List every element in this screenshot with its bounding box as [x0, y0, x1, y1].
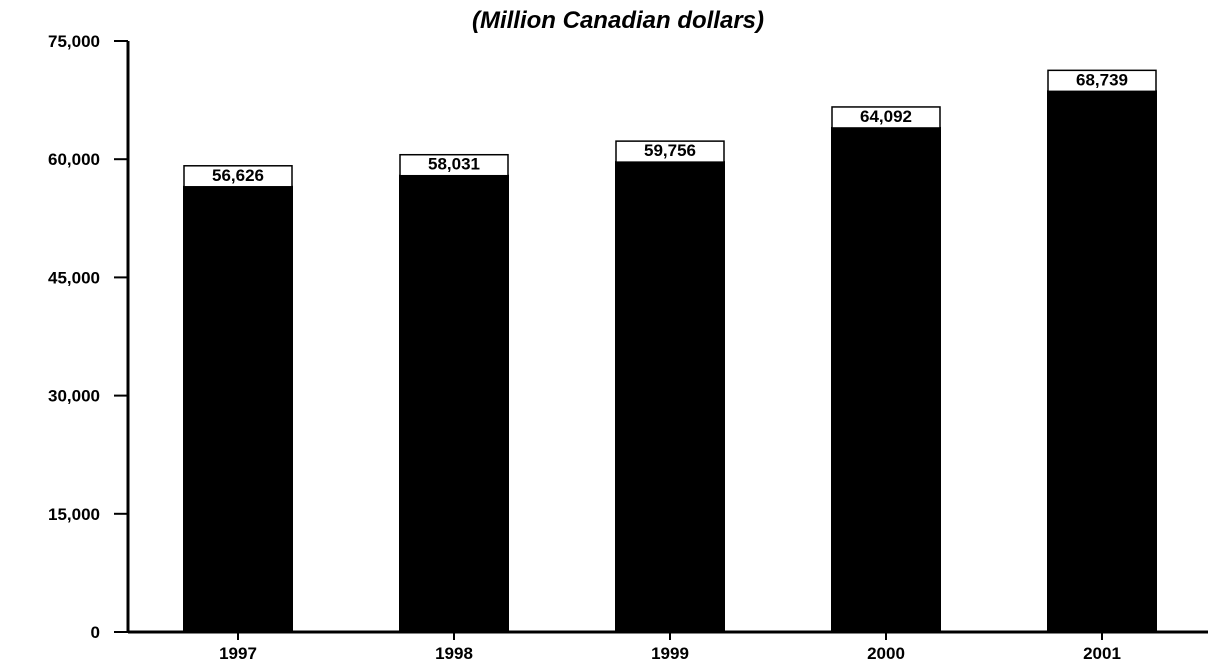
- value-label: 59,756: [644, 141, 696, 160]
- bar: [1047, 90, 1157, 633]
- bar: [831, 126, 941, 632]
- bar: [615, 161, 725, 632]
- value-labels-group: 56,626 58,031 59,756 64,092 68,739: [183, 69, 1157, 188]
- value-label-box: [1047, 69, 1157, 93]
- y-tick-label: 15,000: [48, 505, 100, 524]
- x-tick-label: 2001: [1083, 644, 1121, 663]
- bar: [183, 185, 293, 633]
- value-label: 64,092: [860, 107, 912, 126]
- value-label: 68,739: [1076, 70, 1128, 89]
- value-label-box: [399, 153, 509, 177]
- bar: [399, 174, 509, 633]
- chart-title: (Million Canadian dollars): [472, 7, 764, 34]
- y-axis: 0 15,000 30,000 45,000 60,000 75,000: [48, 32, 130, 642]
- y-tick-label: 60,000: [48, 150, 100, 169]
- y-tick-label: 45,000: [48, 268, 100, 287]
- y-tick-label: 0: [91, 623, 100, 642]
- value-label-box: [615, 140, 725, 163]
- x-tick-label: 1998: [435, 644, 473, 663]
- x-tick-label: 1999: [651, 644, 689, 663]
- y-tick-label: 30,000: [48, 387, 100, 406]
- value-label-box: [183, 165, 293, 188]
- bars-group: [183, 90, 1157, 633]
- x-axis: 1997 1998 1999 2000 2001: [128, 630, 1208, 663]
- value-label-box: [831, 106, 941, 129]
- value-label: 56,626: [212, 166, 264, 185]
- y-tick-label: 75,000: [48, 32, 100, 51]
- x-tick-label: 1997: [219, 644, 257, 663]
- x-tick-label: 2000: [867, 644, 905, 663]
- value-label: 58,031: [428, 155, 480, 174]
